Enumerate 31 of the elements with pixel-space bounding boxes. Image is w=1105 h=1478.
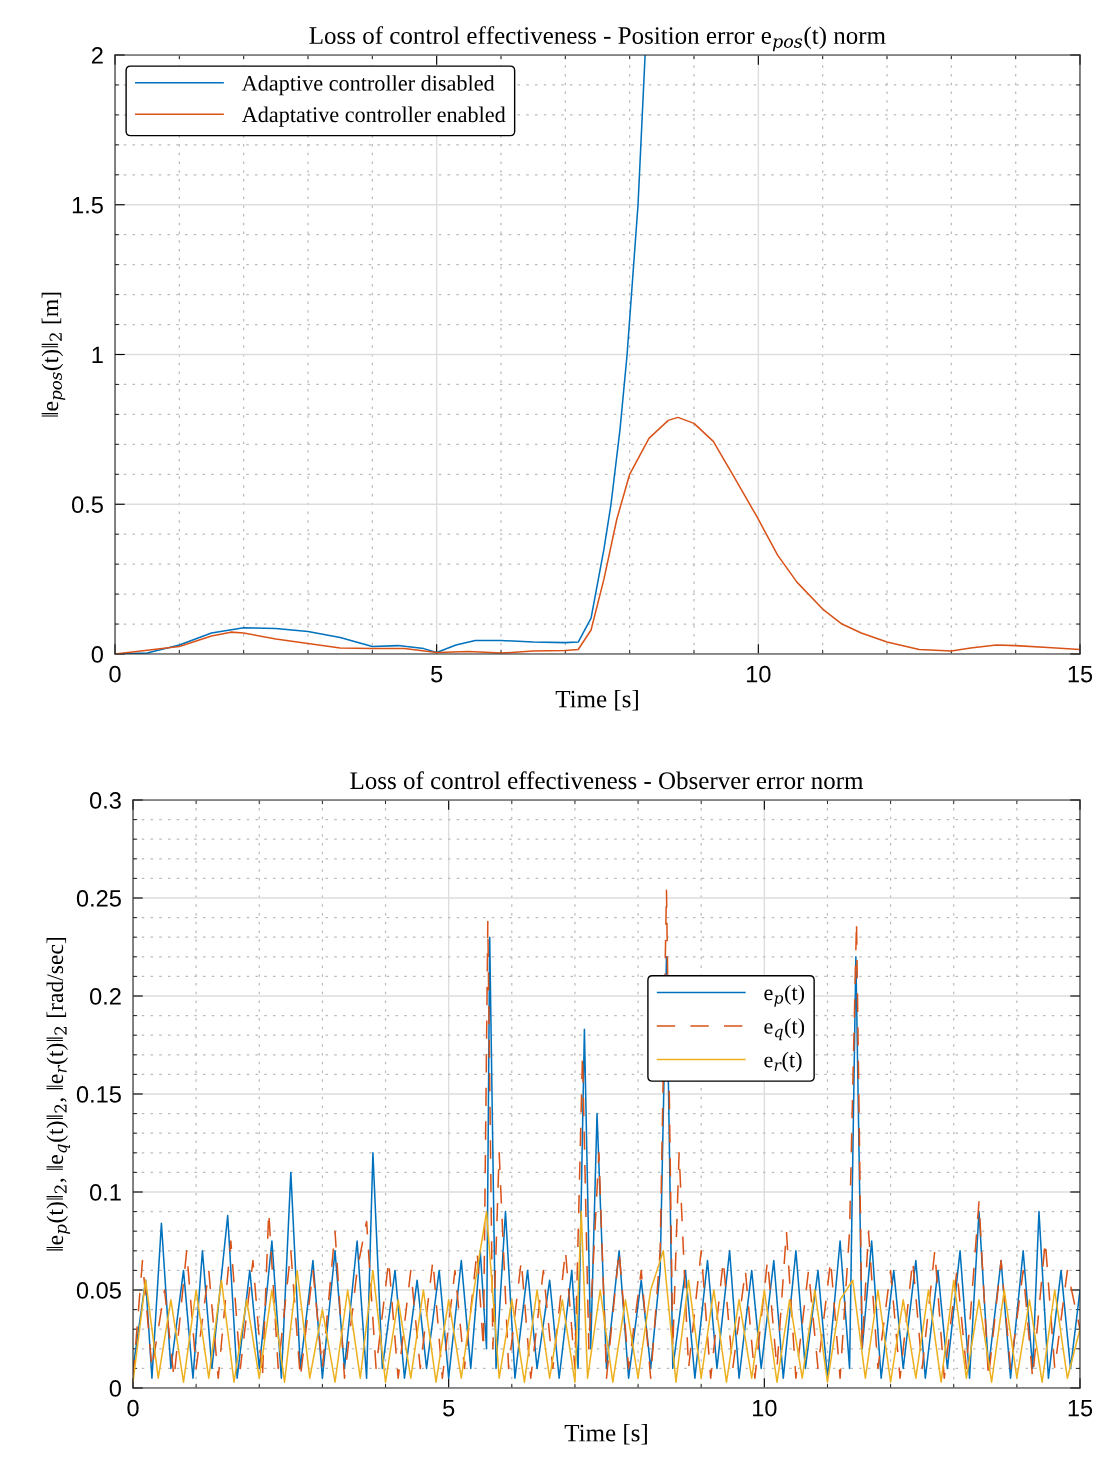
legend-label: e$_{p}$(t) [764,984,805,1007]
y-tick-label: 2 [91,47,103,64]
y-tick-label: 0.3 [89,792,121,809]
y-tick-label: 0.05 [76,1282,121,1299]
y-axis-title: ‖e$_{pos}$(t)‖$_{2}$ [m] [41,292,66,417]
x-axis-title: Time [s] [555,689,638,711]
y-tick-label: 0.25 [76,890,121,907]
y-tick-label: 1.5 [72,197,103,214]
legend-label: Adaptive controller disabled [241,75,495,96]
x-tick-label: 0 [127,1399,139,1417]
x-tick-label: 10 [747,665,771,683]
x-tick-label: 5 [431,665,443,683]
chart-title: Loss of control effectiveness - Position error e$_{pos}$(t) norm [309,26,886,52]
y-tick-label: 0 [109,1380,121,1397]
chart-title: Loss of control effectiveness - Observer error norm [350,771,864,790]
y-tick-label: 0.2 [89,988,121,1005]
legend-label: e$_{r}$(t) [764,1051,802,1072]
y-tick-label: 1 [92,346,103,364]
x-tick-label: 15 [1068,1399,1093,1417]
x-tick-label: 5 [443,1399,455,1417]
y-tick-label: 0.1 [89,1184,121,1201]
y-tick-label: 0 [91,646,103,663]
x-tick-label: 15 [1068,665,1093,683]
legend-label: Adaptative controller enabled [241,106,506,127]
y-tick-label: 0.5 [71,496,103,514]
y-tick-label: 0.15 [76,1086,121,1103]
x-axis-title: Time [s] [564,1423,647,1445]
legend-label: e$_{q}$(t) [764,1018,805,1041]
x-tick-label: 10 [753,1399,777,1417]
text: ‖e$_{p}$(t)‖$_{2}$, ‖e$_{q}$(t)‖$_{2}$, ‖e$_{r}$(t)‖$_{2}$ [rad/sec] [46,937,71,1251]
line-series [133,1210,1080,1383]
